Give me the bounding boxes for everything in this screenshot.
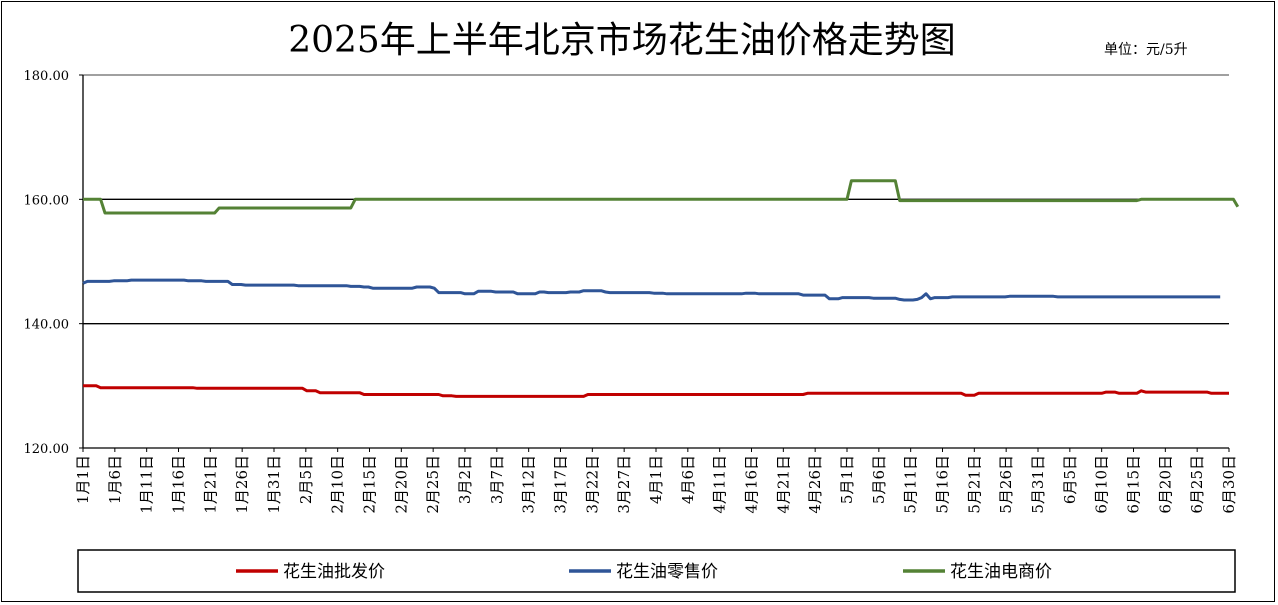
x-tick-label: 5月26日 — [997, 455, 1015, 514]
y-tick-label: 140.00 — [24, 318, 70, 333]
legend: 花生油批发价 花生油零售价 花生油电商价 — [236, 562, 1052, 582]
x-tick-label: 5月1日 — [838, 455, 856, 504]
legend-label-3: 花生油电商价 — [950, 562, 1052, 582]
x-tick-label: 6月15日 — [1125, 455, 1143, 514]
series-lines — [82, 179, 1240, 398]
x-tick-label: 2月15日 — [361, 455, 379, 514]
x-tick-label: 6月10日 — [1093, 455, 1111, 514]
x-tick-label: 5月21日 — [965, 455, 983, 514]
x-tick-label: 6月25日 — [1188, 455, 1206, 514]
series-line-3 — [83, 179, 1240, 215]
x-tick-label: 1月31日 — [265, 455, 283, 514]
y-tick-label: 160.00 — [24, 193, 70, 208]
x-tick-label: 3月17日 — [552, 455, 570, 514]
x-tick-label: 5月11日 — [902, 455, 920, 514]
x-tick-label: 4月26日 — [806, 455, 824, 514]
x-tick-label: 6月30日 — [1220, 455, 1238, 514]
x-tick-label: 4月6日 — [679, 455, 697, 504]
x-tick-label: 4月21日 — [774, 455, 792, 514]
x-tick-label: 1月26日 — [233, 455, 251, 514]
x-tick-label: 5月31日 — [1029, 455, 1047, 514]
y-tick-label: 180.00 — [24, 69, 70, 84]
x-tick-label: 3月2日 — [456, 455, 474, 504]
x-tick-label: 2月25日 — [424, 455, 442, 514]
x-tick-label: 3月22日 — [583, 455, 601, 514]
x-tick-label: 1月21日 — [201, 455, 219, 514]
x-tick-label: 1月1日 — [74, 455, 92, 504]
x-tick-label: 1月16日 — [170, 455, 188, 514]
x-tick-label: 6月5日 — [1061, 455, 1079, 504]
x-tick-label: 2月10日 — [329, 455, 347, 514]
x-tick-label: 6月20日 — [1156, 455, 1174, 514]
x-tick-label: 2月5日 — [297, 455, 315, 504]
legend-box — [77, 549, 1236, 593]
x-tick-label: 4月16日 — [743, 455, 761, 514]
x-tick-label: 3月27日 — [615, 455, 633, 514]
x-tick-label: 5月6日 — [870, 455, 888, 504]
unit-label: 单位：元/5升 — [1104, 42, 1188, 58]
x-tick-label: 1月6日 — [106, 455, 124, 504]
x-tick-label: 3月7日 — [488, 455, 506, 504]
y-tick-label: 120.00 — [24, 442, 70, 457]
x-tick-label: 3月12日 — [520, 455, 538, 514]
x-tick-label: 4月11日 — [711, 455, 729, 514]
gridlines — [83, 198, 1229, 325]
x-tick-label: 4月1日 — [647, 455, 665, 504]
x-tick-label: 1月11日 — [138, 455, 156, 514]
series-line-2 — [82, 278, 1221, 302]
y-tick-labels: 120.00 140.00 160.00 180.00 — [24, 69, 83, 457]
x-tick-label: 2月20日 — [392, 455, 410, 514]
legend-label-1: 花生油批发价 — [283, 562, 385, 582]
x-tick-labels: 1月1日 1月6日 1月11日 1月16日 1月21日 1月26日 1月31日 2月5日 2月1… — [74, 448, 1238, 514]
legend-label-2: 花生油零售价 — [616, 562, 718, 582]
x-tick-label: 5月16日 — [934, 455, 952, 514]
series-line-1 — [83, 384, 1229, 398]
chart-title: 2025年上半年北京市场花生油价格走势图 — [288, 20, 956, 61]
